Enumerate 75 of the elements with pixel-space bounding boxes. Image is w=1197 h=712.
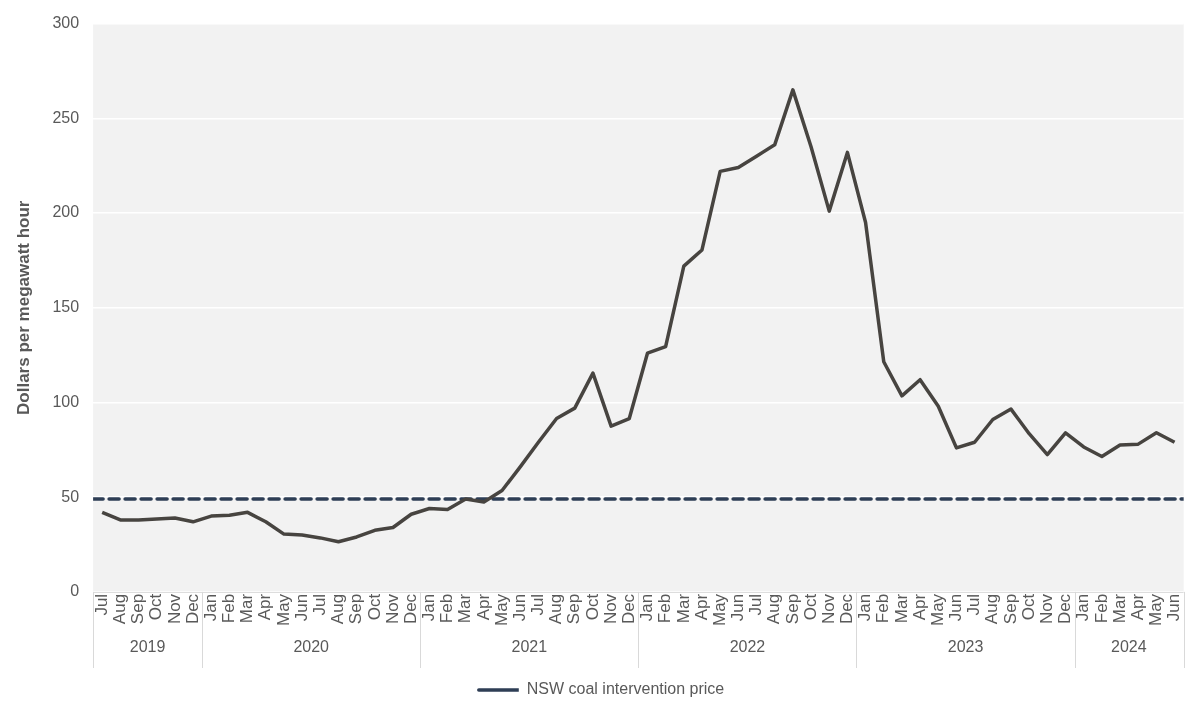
x-tick-label: Jun: [509, 593, 529, 622]
x-tick-label: Sep: [564, 593, 584, 625]
x-tick-label: Apr: [255, 593, 275, 621]
x-tick-label: May: [273, 593, 293, 627]
x-tick-label: Oct: [146, 593, 166, 621]
x-tick-label: Oct: [364, 593, 384, 621]
x-tick-label: Nov: [600, 593, 620, 625]
x-tick-label: May: [1146, 593, 1166, 627]
x-tick-label: Jul: [91, 593, 111, 616]
x-tick-label: Jan: [637, 593, 657, 622]
y-tick-label: 50: [61, 487, 80, 505]
x-tick-label: Jul: [309, 593, 329, 616]
x-tick-label: Dec: [1055, 593, 1075, 625]
x-tick-label: Apr: [691, 593, 711, 621]
x-tick-label: Nov: [1037, 593, 1057, 625]
x-tick-label: Feb: [219, 593, 239, 624]
x2-tick-label: 2024: [1111, 638, 1147, 656]
x-tick-label: Mar: [237, 593, 257, 624]
x-tick-label: Jun: [728, 593, 748, 622]
x-tick-label: May: [927, 593, 947, 627]
x-tick-label: Nov: [818, 593, 838, 625]
y-tick-label: 100: [52, 392, 80, 410]
x-tick-label: Aug: [110, 593, 130, 625]
legend-label: NSW coal intervention price: [526, 680, 725, 698]
x-tick-label: Jun: [291, 593, 311, 622]
x-tick-label: Mar: [673, 593, 693, 624]
x-tick-label: Dec: [400, 593, 420, 625]
x-tick-label: Apr: [473, 593, 493, 621]
x-tick-label: Sep: [346, 593, 366, 625]
x-tick-label: Apr: [1127, 593, 1147, 621]
y-tick-label: 300: [52, 14, 80, 32]
x-tick-label: Jul: [964, 593, 984, 616]
x-tick-label: Feb: [437, 593, 457, 624]
x-tick-label: Jan: [419, 593, 439, 622]
x-tick-label: Oct: [1018, 593, 1038, 621]
x-tick-label: Sep: [128, 593, 148, 625]
x-tick-label: Feb: [1091, 593, 1111, 624]
x-tick-label: Jul: [528, 593, 548, 616]
x2-tick-label: 2021: [511, 638, 548, 656]
x-tick-label: Mar: [455, 593, 475, 624]
x-tick-label: Aug: [764, 593, 784, 625]
y-tick-label: 250: [52, 108, 80, 126]
x-tick-label: Mar: [1109, 593, 1129, 624]
x-tick-label: Feb: [873, 593, 893, 624]
x-tick-label: Feb: [655, 593, 675, 624]
y-tick-label: 200: [52, 203, 80, 221]
x-tick-label: Jun: [946, 593, 966, 622]
x-tick-label: Mar: [891, 593, 911, 624]
x-tick-label: Dec: [618, 593, 638, 625]
x-tick-label: Jun: [1164, 593, 1184, 622]
x2-tick-label: 2023: [947, 638, 984, 656]
x-tick-label: Jan: [1073, 593, 1093, 622]
x-tick-label: Jan: [855, 593, 875, 622]
x2-tick-label: 2022: [729, 638, 766, 656]
x-tick-label: Jul: [746, 593, 766, 616]
x-tick-label: Oct: [582, 593, 602, 621]
x2-tick-label: 2019: [129, 638, 166, 656]
x-tick-label: May: [491, 593, 511, 627]
y-tick-label: 0: [70, 582, 80, 600]
x-tick-label: Dec: [837, 593, 857, 625]
x2-tick-label: 2020: [293, 638, 330, 656]
x-tick-label: Aug: [328, 593, 348, 625]
x-tick-label: Oct: [800, 593, 820, 621]
x-tick-label: Sep: [1000, 593, 1020, 625]
x-tick-label: Sep: [782, 593, 802, 625]
x-tick-label: May: [709, 593, 729, 627]
x-tick-label: Apr: [909, 593, 929, 621]
x-tick-label: Nov: [382, 593, 402, 625]
x-tick-label: Jan: [200, 593, 220, 622]
y-axis-title: Dollars per megawatt hour: [13, 200, 33, 415]
x-tick-label: Aug: [546, 593, 566, 625]
x-tick-label: Nov: [164, 593, 184, 625]
x-tick-label: Aug: [982, 593, 1002, 625]
y-tick-label: 150: [52, 298, 80, 316]
x-tick-label: Dec: [182, 593, 202, 625]
